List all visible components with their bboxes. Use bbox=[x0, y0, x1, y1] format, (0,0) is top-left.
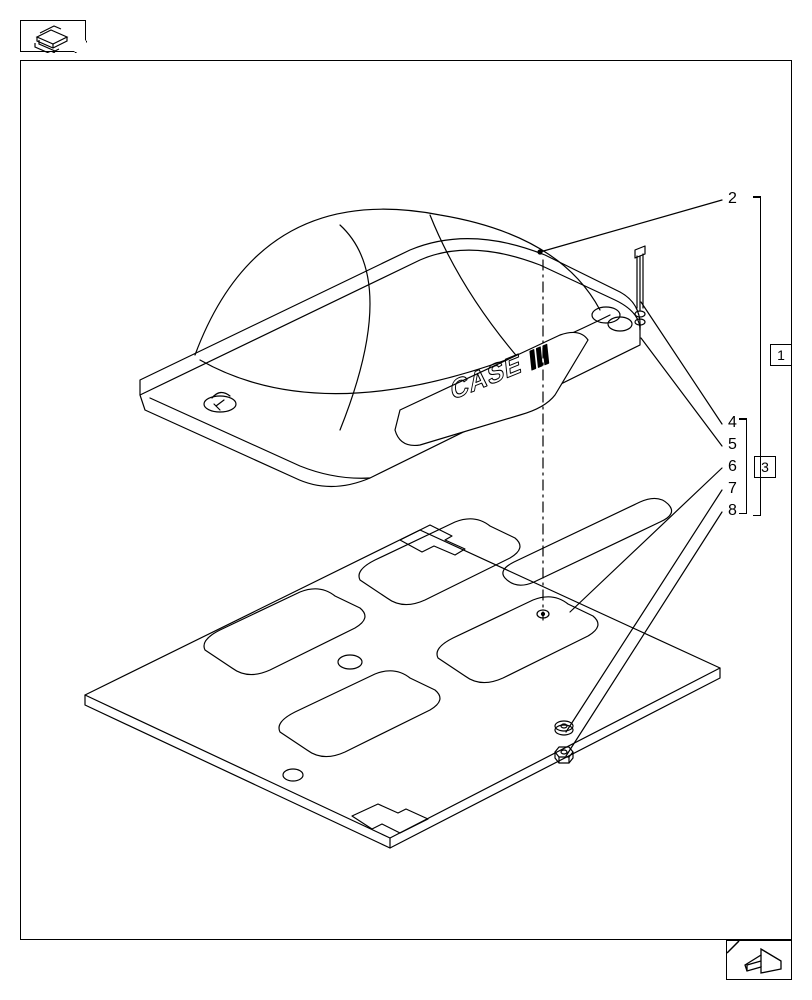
callout-5: 5 bbox=[728, 436, 737, 454]
nav-return-icon[interactable] bbox=[726, 940, 792, 980]
ref-box-1: 1 bbox=[770, 344, 792, 366]
callout-7: 7 bbox=[728, 480, 737, 498]
washer-nut bbox=[555, 721, 573, 763]
callout-8: 8 bbox=[728, 502, 737, 520]
callout-6: 6 bbox=[728, 458, 737, 476]
callout-4: 4 bbox=[728, 414, 737, 432]
page: CASE bbox=[0, 0, 812, 1000]
ref-3-label: 3 bbox=[761, 459, 769, 475]
bolt bbox=[635, 246, 645, 325]
return-arrow-icon bbox=[727, 941, 793, 981]
mounting-plate bbox=[85, 498, 720, 848]
ref-1-label: 1 bbox=[777, 347, 785, 363]
bracket-3 bbox=[746, 418, 747, 514]
ref-box-3: 3 bbox=[754, 456, 776, 478]
receiver-cover bbox=[140, 209, 640, 486]
callout-2: 2 bbox=[728, 190, 737, 208]
exploded-diagram: CASE bbox=[0, 0, 812, 1000]
